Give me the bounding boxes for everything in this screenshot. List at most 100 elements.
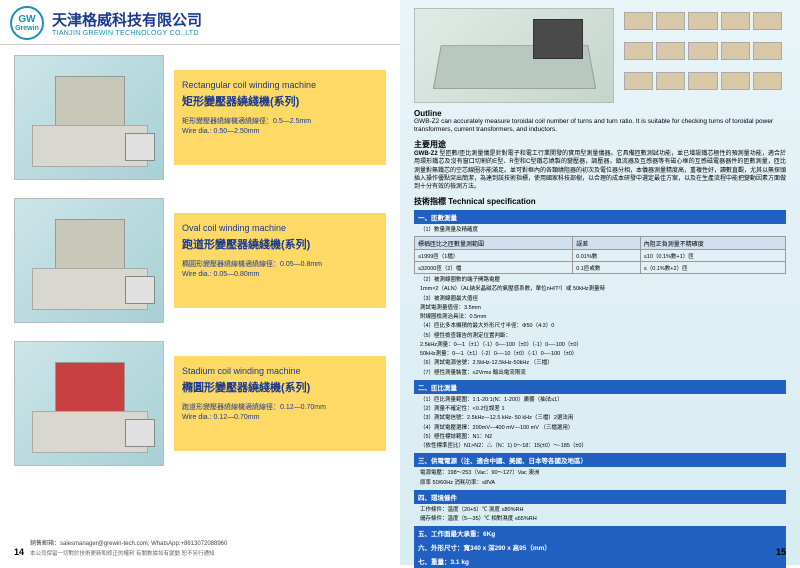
product-spec-cn: 矩形變壓器繞線機適繞線徑：0.5—2.5mm [182, 117, 378, 127]
product-title-en: Stadium coil winding machine [182, 366, 378, 376]
spec-item: 原率 50/60Hz 消耗功率：≤8VA [420, 479, 780, 487]
section-2-head: 二、匝比測量 [414, 380, 786, 394]
spec-item: （7）極性測量裝置：≤2Vrms 輸出電流限流 [420, 369, 780, 377]
spec-item: （依性標準匝比）N1>N2：△（N：1) 0～18：15(±0）～-185（±0… [420, 442, 780, 450]
component-item [721, 72, 750, 90]
section-7-head: 七、重量：3.1 kg [414, 554, 786, 568]
product-info-2: Oval coil winding machine 跑道形變壓器繞綫機(系列) … [174, 213, 386, 308]
product-spec-en: Wire dia.: 0.12—0.70mm [182, 413, 378, 423]
usage-title: 主要用途 [414, 139, 786, 150]
component-item [656, 42, 685, 60]
spec-item: 附線圈檢測治具法：0.5mm [420, 313, 780, 321]
component-item [656, 72, 685, 90]
product-spec-en: Wire dia.: 0.05—0.80mm [182, 270, 378, 280]
spec-items-1: （2）被測線圈數的端子開路電壓 1mm×2（ALN）（AL納米晶磁芯的氣壓感系數… [414, 274, 786, 380]
component-item [624, 72, 653, 90]
outline-title: Outline [414, 109, 786, 118]
tester-showcase [414, 8, 786, 103]
right-page: Outline GWB-Z2 can accurately measure to… [400, 0, 800, 565]
product-title-en: Rectangular coil winding machine [182, 80, 378, 90]
spec-item: （2）測量不確定性：<0.2位誤差 1 [420, 405, 780, 413]
spec-item: （4）測試電壓選擇：200mV—400 mV—100 mV （三檔選用） [420, 424, 780, 432]
section-4-head: 四、環境條件 [414, 490, 786, 504]
product-image-1 [14, 55, 164, 180]
spec-block: 一、匝數測量 （1）數量測量及精確度 標稱匝比之匝數量測範圍 誤差 內阻正負測量… [414, 210, 786, 568]
spec-item: 測試電測量值徑：3.5mm [420, 304, 780, 312]
component-item [688, 42, 717, 60]
footer-contact: 銷售郵箱：salesmanager@grewin-tech.com; Whats… [30, 538, 227, 547]
company-names: 天津格威科技有限公司 TIANJIN GREWIN TECHNOLOGY CO.… [52, 9, 202, 37]
spec-item: 電源電壓：198～253（Vac：90～127）Vac 澳洲 [420, 469, 780, 477]
component-item [688, 12, 717, 30]
component-item [688, 72, 717, 90]
cell: ≤1999匝（1檔） [415, 250, 573, 262]
spec-items-4: 工作條件：溫度（20+5）℃ 濕度 ≤80%RH 儲存條件：溫度（5—35）℃ … [414, 504, 786, 527]
product-list: Rectangular coil winding machine 矩形變壓器繞綫… [0, 45, 400, 494]
company-header: GW Grewin 天津格威科技有限公司 TIANJIN GREWIN TECH… [0, 0, 400, 45]
tester-image [414, 8, 614, 103]
spec-item: （5）極性檢查報告的測定位置判斷： [420, 332, 780, 340]
component-item [753, 42, 782, 60]
cell: ≤（0.1%數+2）匝 [640, 262, 785, 274]
spec-item: （2）被測線圈數的端子開路電壓 [420, 276, 780, 284]
product-row-3: Stadium coil winding machine 橢圓形變壓器繞綫機(系… [14, 341, 386, 466]
col-error: 誤差 [573, 237, 641, 250]
spec-item: （1）匝比測量範圍：1:1-20:1(N：1-200）廣襲（抽法≤1） [420, 396, 780, 404]
component-item [721, 12, 750, 30]
product-row-1: Rectangular coil winding machine 矩形變壓器繞綫… [14, 55, 386, 180]
spec-title: 技術指標 Technical specification [414, 196, 786, 207]
cell: ≤32000匝（2）檔 [415, 262, 573, 274]
spec-item: 工作條件：溫度（20+5）℃ 濕度 ≤80%RH [420, 506, 780, 514]
product-row-2: Oval coil winding machine 跑道形變壓器繞綫機(系列) … [14, 198, 386, 323]
spec-item: （5）極性標誌範圍：N1：N2 [420, 433, 780, 441]
component-item [624, 42, 653, 60]
component-item [624, 12, 653, 30]
page-number-right: 15 [776, 547, 786, 557]
accuracy-table: 標稱匝比之匝數量測範圍 誤差 內阻正負測量不精確度 ≤1999匝（1檔） 0.0… [414, 236, 786, 274]
product-title-en: Oval coil winding machine [182, 223, 378, 233]
section-3-head: 三、供電電源（注、適合中國、美國、日本等各國及地區） [414, 453, 786, 467]
product-spec-en: Wire dia.: 0.50—2.50mm [182, 127, 378, 137]
product-info-1: Rectangular coil winding machine 矩形變壓器繞綫… [174, 70, 386, 165]
outline-text: GWB-Z2 can accurately measure toroidal c… [414, 118, 786, 135]
cell: 0.1匝或數 [573, 262, 641, 274]
spec-item: （6）測試電源信號：2.5kHz-12.5kHz-50kHz （三檔） [420, 359, 780, 367]
spec-items-2: （1）匝比測量範圍：1:1-20:1(N：1-200）廣襲（抽法≤1） （2）測… [414, 394, 786, 454]
company-name-cn: 天津格威科技有限公司 [52, 9, 202, 30]
col-range: 標稱匝比之匝數量測範圍 [415, 237, 573, 250]
cell: 0.01%數 [573, 250, 641, 262]
product-title-cn: 跑道形變壓器繞綫機(系列) [182, 236, 378, 252]
spec-item: 2.5kHz測量：0—1（±1）（-1）0—-100（±0）（-1）0—-100… [420, 341, 780, 349]
product-info-3: Stadium coil winding machine 橢圓形變壓器繞綫機(系… [174, 356, 386, 451]
spec-item: （3）被測線圈最大值徑 [420, 295, 780, 303]
component-gallery [620, 8, 786, 103]
company-logo: GW Grewin [10, 6, 44, 40]
spec-item: 50kHz測量：0—1（±1）（-2）0—-10（±0）（-1）0—-100（±… [420, 350, 780, 358]
spec-sub-1: （1）數量測量及精確度 [414, 224, 786, 236]
usage-body: 型匝數/匝比測量儀是針對電子和電工行業開發的實用型測量儀器。它具備匝數測試功能，… [414, 151, 786, 191]
footer-disclaimer: 本公司保留一切對於技術更新和修正的權利 有關數據如有變動 恕不另行通知 [30, 549, 215, 557]
section-6-head: 六、外形尺寸：寬340 x 深290 x 高95（mm） [414, 540, 786, 554]
section-1-head: 一、匝數測量 [414, 210, 786, 224]
company-name-en: TIANJIN GREWIN TECHNOLOGY CO.,LTD [52, 30, 202, 37]
component-item [753, 72, 782, 90]
component-item [656, 12, 685, 30]
left-page: GW Grewin 天津格威科技有限公司 TIANJIN GREWIN TECH… [0, 0, 400, 565]
logo-sub: Grewin [15, 25, 39, 32]
section-5-head: 五、工作面最大承重：6Kg [414, 526, 786, 540]
spec-item: 儲存條件：溫度（5—35）℃ 相對濕度 ≤65%RH [420, 515, 780, 523]
product-spec-cn: 橢圓形變壓器繞線機適繞線徑：0.05—0.8mm [182, 260, 378, 270]
product-spec-cn: 跑道形變壓器繞線機適繞線徑：0.12—0.70mm [182, 403, 378, 413]
spec-item: （4）匝比多本機積的最大外形尺寸半徑：Φ50（4:3）0 [420, 322, 780, 330]
usage-text: GWB-Z2 型匝數/匝比測量儀是針對電子和電工行業開發的實用型測量儀器。它具備… [414, 150, 786, 192]
logo-initials: GW [18, 14, 35, 25]
model-name: GWB-Z2 [414, 151, 438, 157]
cell: ≤10（0.1%數+1）匝 [640, 250, 785, 262]
component-item [721, 42, 750, 60]
spec-item: （3）測試電信號：2.5kHz—12.5 kHz- 50 kHz（三檔）2選法用 [420, 414, 780, 422]
product-title-cn: 矩形變壓器繞綫機(系列) [182, 93, 378, 109]
page-number-left: 14 [14, 547, 24, 557]
component-item [753, 12, 782, 30]
col-uncertainty: 內阻正負測量不精確度 [640, 237, 785, 250]
product-image-2 [14, 198, 164, 323]
